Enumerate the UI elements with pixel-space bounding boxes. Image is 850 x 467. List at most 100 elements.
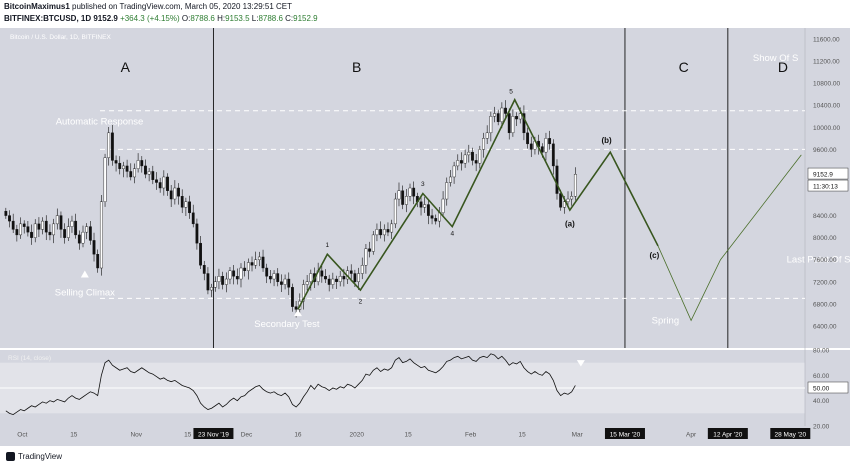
- candle-body: [379, 229, 383, 236]
- candle-body: [504, 107, 507, 114]
- rsi-tick-label: 60.00: [813, 373, 830, 380]
- candle-body: [449, 176, 452, 183]
- candle-body: [261, 256, 265, 269]
- candle-body: [397, 190, 401, 200]
- candle-body: [559, 193, 563, 208]
- candle-body: [37, 223, 41, 230]
- marker-triangle: [293, 309, 302, 317]
- last-price-label: 9152.9: [813, 172, 833, 179]
- time-label: 11:30:13: [813, 184, 838, 191]
- candle-body: [456, 160, 460, 167]
- candle-body: [136, 160, 140, 169]
- candle-body: [327, 278, 331, 285]
- candle-body: [217, 276, 221, 282]
- candle-body: [412, 187, 416, 197]
- candle-body: [74, 220, 78, 236]
- candle-body: [125, 165, 129, 172]
- chart-header: BitcoinMaximus1 published on TradingView…: [0, 0, 850, 28]
- symbol-line: BITFINEX:BTCUSD, 1D 9152.9 +364.3 (+4.15…: [4, 14, 318, 23]
- candle-body: [250, 262, 254, 266]
- publish-line: BitcoinMaximus1 published on TradingView…: [4, 2, 292, 11]
- candle-body: [221, 276, 225, 285]
- wave-label: 5: [509, 89, 513, 96]
- candle-body: [140, 160, 144, 167]
- candle-body: [232, 270, 236, 277]
- main-pane-bg: [0, 28, 850, 348]
- author-name[interactable]: BitcoinMaximus1: [4, 2, 70, 11]
- time-axis-badge: [707, 428, 748, 439]
- candle-body: [445, 182, 449, 200]
- wave-label: (c): [649, 251, 659, 260]
- y-tick-label: 8400.00: [813, 213, 837, 220]
- candle-body: [246, 262, 250, 271]
- candle-body: [393, 198, 397, 225]
- last-price: 9152.9: [93, 14, 118, 23]
- open-label: O:: [181, 14, 191, 23]
- x-tick-label: Nov: [130, 432, 142, 439]
- candle-body: [268, 276, 272, 280]
- x-tick-label: 28 May '20: [775, 432, 807, 439]
- low-label: L:: [251, 14, 259, 23]
- candle-body: [70, 220, 74, 227]
- x-tick-label: 15: [518, 432, 526, 439]
- candle-body: [180, 196, 184, 208]
- annotation-label: Spring: [652, 316, 679, 327]
- candle-body: [210, 287, 213, 291]
- time-axis-badge: [193, 428, 234, 439]
- candle-body: [570, 196, 574, 200]
- x-tick-label: Oct: [17, 432, 27, 439]
- candle-body: [460, 160, 463, 164]
- price-change: +364.3 (+4.15%): [120, 14, 180, 23]
- candle-body: [48, 231, 52, 236]
- annotation-label: Selling Climax: [55, 288, 115, 299]
- tradingview-icon: [6, 452, 15, 461]
- candle-body: [114, 160, 118, 164]
- price-chart[interactable]: 1 2 3 4 5 (a) (b) (c) A B C D Automatic Response Sell…: [0, 28, 850, 448]
- candle-body: [562, 201, 566, 208]
- candle-body: [59, 215, 63, 230]
- tradingview-logo[interactable]: TradingView: [6, 452, 62, 461]
- candle-body: [360, 265, 364, 274]
- footer: TradingView: [0, 448, 850, 467]
- candle-body: [202, 265, 206, 274]
- candle-body: [155, 179, 158, 183]
- rsi-level-label: 50.00: [813, 386, 830, 393]
- candle-body: [22, 223, 26, 227]
- annotation-label: Show Of S: [753, 53, 798, 64]
- candle-body: [573, 174, 577, 197]
- x-tick-label: 15: [405, 432, 413, 439]
- candle-body: [228, 270, 232, 280]
- candle-body: [199, 242, 202, 266]
- candle-body: [169, 190, 173, 200]
- x-tick-label: Mar: [572, 432, 584, 439]
- candle-body: [213, 281, 217, 288]
- y-tick-label: 10400.00: [813, 103, 840, 110]
- wave-label: (b): [601, 136, 612, 145]
- candle-body: [338, 276, 342, 282]
- phase-label: A: [121, 59, 131, 75]
- candle-body: [147, 171, 151, 175]
- candle-body: [52, 223, 56, 236]
- candle-body: [324, 276, 327, 280]
- candle-body: [41, 220, 44, 230]
- phase-label: C: [679, 59, 689, 75]
- candle-body: [103, 157, 107, 202]
- candle-body: [522, 113, 526, 134]
- y-tick-label: 6400.00: [813, 323, 837, 330]
- candle-body: [283, 278, 287, 285]
- candle-body: [548, 138, 552, 145]
- x-tick-label: 12 Apr '20: [713, 432, 742, 439]
- candle-body: [257, 256, 261, 260]
- candle-body: [430, 215, 434, 219]
- high-label: H:: [217, 14, 226, 23]
- y-tick-label: 11600.00: [813, 37, 840, 44]
- candle-body: [309, 273, 313, 282]
- candle-body: [107, 132, 111, 158]
- candle-body: [55, 215, 59, 225]
- phase-label: B: [352, 59, 361, 75]
- candle-body: [353, 273, 357, 282]
- candle-body: [276, 273, 280, 282]
- symbol-label[interactable]: BITFINEX:BTCUSD, 1D: [4, 14, 92, 23]
- high-value: 9153.5: [225, 14, 250, 23]
- candle-body: [291, 287, 294, 307]
